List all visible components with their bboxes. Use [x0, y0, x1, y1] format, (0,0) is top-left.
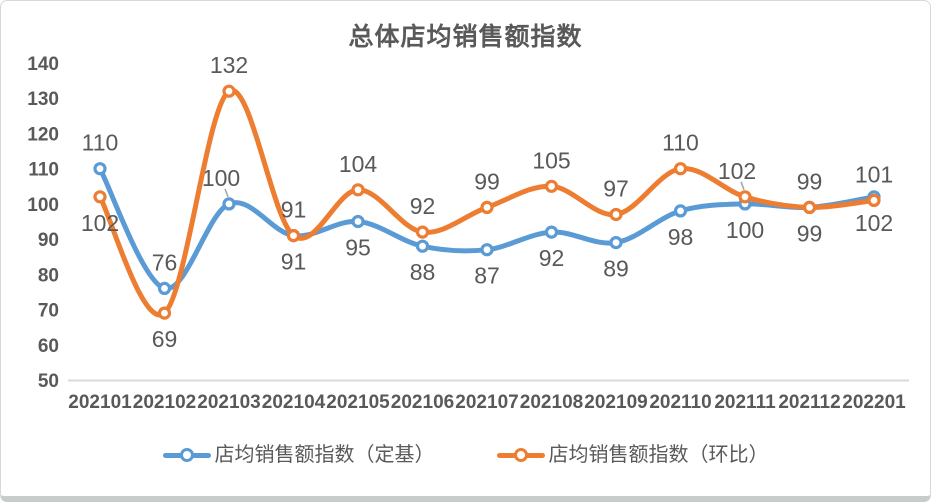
- data-point-marker: [351, 214, 365, 229]
- data-point-label: 69: [152, 326, 178, 352]
- data-point-marker: [351, 183, 365, 197]
- data-point-marker: [480, 200, 494, 214]
- data-point-label: 99: [797, 220, 823, 246]
- x-axis-tick-label: 202108: [520, 392, 583, 413]
- data-point-marker: [222, 197, 236, 211]
- y-axis-tick-label: 90: [38, 230, 59, 251]
- data-point-marker: [673, 204, 688, 218]
- data-point-marker: [673, 162, 688, 176]
- chart-legend: 店均销售额指数（定基） 店均销售额指数（环比）: [1, 442, 930, 468]
- x-axis-tick-label: 202102: [133, 392, 196, 413]
- data-point-marker: [609, 207, 623, 222]
- data-point-marker: [738, 190, 752, 204]
- x-axis-tick-label: 202109: [584, 392, 647, 413]
- data-point-marker: [415, 239, 430, 253]
- data-point-label: 76: [152, 249, 178, 275]
- legend-label: 店均销售额指数（定基）: [214, 444, 435, 466]
- x-axis: 202101 202102 202103 202104 202105 202106 2021…: [68, 392, 906, 413]
- x-axis-tick-label: 202111: [714, 392, 776, 413]
- x-axis-tick-label: 202105: [326, 392, 390, 413]
- y-axis-tick-label: 140: [27, 54, 59, 75]
- data-point-label: 101: [855, 161, 893, 187]
- y-axis-tick-label: 100: [27, 195, 59, 216]
- x-axis-tick-label: 202106: [391, 392, 454, 413]
- data-point-marker: [93, 190, 107, 204]
- x-axis-tick-label: 202103: [197, 392, 260, 413]
- data-point-label: 88: [410, 259, 436, 285]
- data-point-marker: [415, 225, 430, 239]
- data-point-label: 92: [410, 193, 436, 219]
- y-axis-tick-label: 120: [27, 124, 59, 145]
- legend-line-marker-swatch: [162, 448, 211, 462]
- data-point-label: 99: [474, 168, 500, 194]
- legend-marker-circle-icon: [513, 448, 528, 462]
- data-point-label: 91: [281, 197, 307, 223]
- data-point-label: 97: [603, 176, 629, 202]
- data-point-label: 98: [668, 224, 694, 250]
- data-point-marker: [544, 179, 559, 193]
- data-label-leader-line: [740, 181, 745, 191]
- data-point-label: 110: [82, 130, 119, 156]
- data-point-label: 102: [81, 210, 119, 236]
- x-axis-tick-label: 202104: [262, 392, 326, 413]
- data-point-marker: [480, 243, 494, 257]
- x-axis-tick-label: 202112: [778, 392, 840, 413]
- series-line: [97, 88, 877, 318]
- data-point-label: 105: [532, 147, 570, 173]
- data-point-marker: [609, 236, 623, 250]
- data-point-label: 87: [474, 263, 500, 289]
- chart-title: 总体店均销售额指数: [348, 23, 583, 51]
- data-point-marker: [157, 281, 172, 295]
- x-axis-tick-label: 202107: [455, 392, 518, 413]
- data-point-marker: [802, 200, 817, 214]
- y-axis-tick-label: 60: [38, 336, 59, 357]
- x-axis-tick-label: 202110: [649, 392, 711, 413]
- data-point-label: 132: [210, 52, 248, 78]
- y-axis: 50 60 70 80 90 100 110 120 130 140: [27, 54, 59, 392]
- data-point-marker: [93, 162, 107, 176]
- data-point-marker: [157, 306, 172, 320]
- x-axis-tick-label: 202101: [68, 392, 132, 413]
- y-axis-tick-label: 110: [28, 160, 59, 181]
- data-point-label: 104: [339, 151, 378, 177]
- data-point-label: 100: [726, 217, 764, 243]
- data-point-label: 102: [855, 210, 893, 236]
- data-point-label: 91: [281, 249, 307, 275]
- legend-item-0: 店均销售额指数（定基）: [162, 442, 435, 468]
- data-point-marker: [867, 193, 881, 207]
- data-point-marker: [544, 225, 559, 239]
- legend-item-1: 店均销售额指数（环比）: [496, 442, 769, 468]
- data-point-marker: [286, 229, 301, 243]
- data-point-label: 95: [345, 235, 371, 261]
- data-label-leader-line: [224, 188, 229, 198]
- data-point-label: 99: [797, 168, 823, 194]
- series-1: 102 69 132 91 104 92 99 105 97 110 102 99 101: [81, 52, 893, 352]
- legend-label: 店均销售额指数（环比）: [548, 444, 769, 466]
- y-axis-tick-label: 130: [27, 89, 59, 110]
- data-point-marker: [222, 84, 236, 98]
- y-axis-tick-label: 50: [38, 371, 59, 392]
- legend-line-marker-swatch: [496, 448, 545, 462]
- data-point-label: 92: [539, 245, 565, 271]
- y-axis-tick-label: 80: [38, 265, 59, 286]
- data-point-label: 110: [662, 130, 699, 156]
- legend-marker-circle-icon: [179, 448, 194, 462]
- data-point-label: 89: [603, 256, 629, 282]
- data-point-label: 100: [202, 165, 240, 191]
- data-point-label: 102: [718, 158, 756, 184]
- x-axis-tick-label: 202201: [842, 392, 906, 413]
- y-axis-tick-label: 70: [38, 301, 59, 322]
